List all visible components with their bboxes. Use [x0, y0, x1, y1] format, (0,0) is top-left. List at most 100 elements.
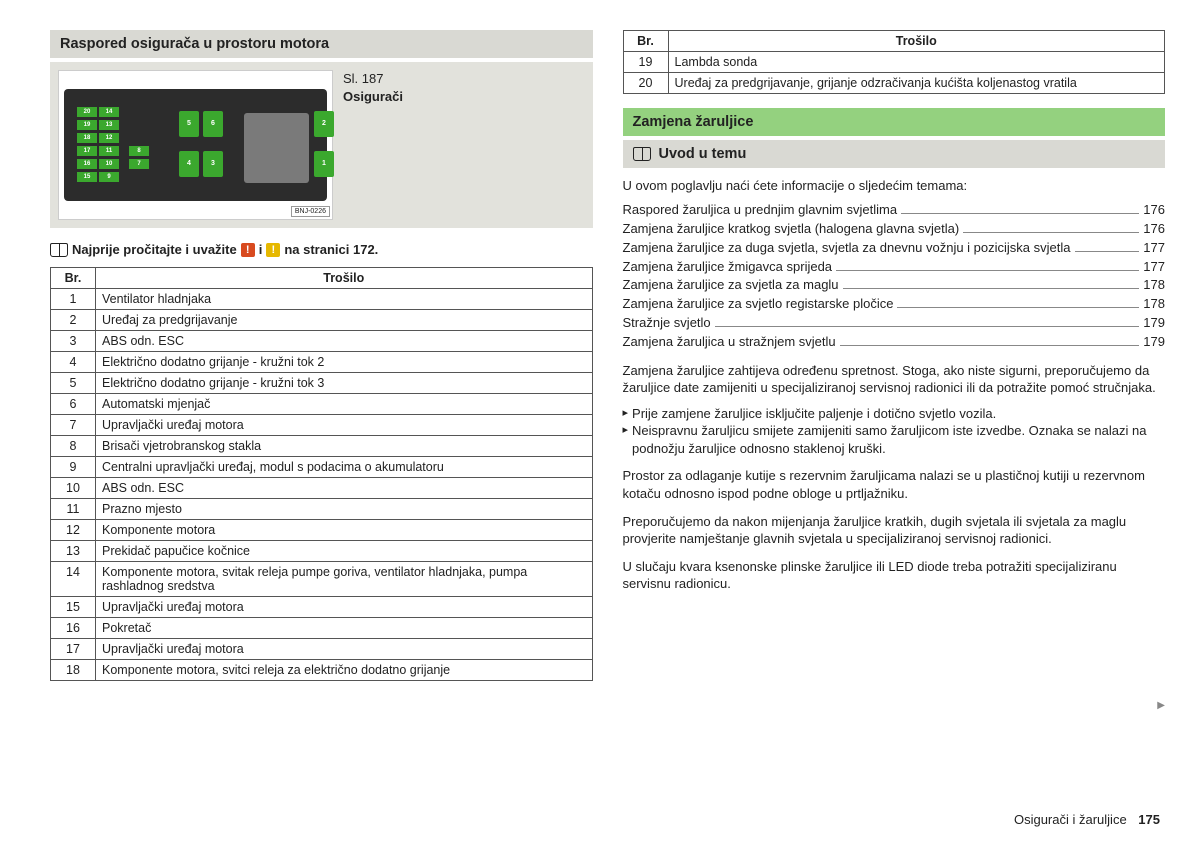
warning-icon-yellow: !	[266, 243, 280, 257]
table-row: 12Komponente motora	[51, 520, 593, 541]
fuse-table-left: Br. Trošilo 1Ventilator hladnjaka2Uređaj…	[50, 267, 593, 681]
table-row: 3ABS odn. ESC	[51, 331, 593, 352]
fuse-10: 10	[99, 159, 119, 169]
toc-line: Zamjena žaruljica u stražnjem svjetlu179	[623, 333, 1166, 352]
right-column: Br. Trošilo 19Lambda sonda20Uređaj za pr…	[623, 30, 1166, 825]
toc-leader	[843, 288, 1140, 289]
cell-text: Komponente motora, svitci releja za elek…	[96, 660, 593, 681]
cell-text: Lambda sonda	[668, 52, 1165, 73]
cell-num: 20	[623, 73, 668, 94]
toc-label: Raspored žaruljica u prednjim glavnim sv…	[623, 201, 898, 220]
toc-leader	[1075, 251, 1140, 252]
toc-label: Zamjena žaruljice žmigavca sprijeda	[623, 258, 833, 277]
cell-text: Električno dodatno grijanje - kružni tok…	[96, 352, 593, 373]
cell-text: Prazno mjesto	[96, 499, 593, 520]
cell-num: 13	[51, 541, 96, 562]
toc-page: 177	[1143, 239, 1165, 258]
figure-title: Osigurači	[343, 89, 403, 104]
cell-num: 5	[51, 373, 96, 394]
fuse-diagram: 20 14 19 13 18 12 17 11 16 10 15 9 8 7 5…	[58, 70, 333, 220]
cell-num: 3	[51, 331, 96, 352]
toc-line: Zamjena žaruljice kratkog svjetla (halog…	[623, 220, 1166, 239]
table-row: 20Uređaj za predgrijavanje, grijanje odz…	[623, 73, 1165, 94]
figure-number: Sl. 187	[343, 71, 383, 86]
toc-line: Zamjena žaruljice za svjetlo registarske…	[623, 295, 1166, 314]
section-heading-fuses: Raspored osigurača u prostoru motora	[50, 30, 593, 58]
fuse-15: 15	[77, 172, 97, 182]
fuse-11: 11	[99, 146, 119, 156]
cell-text: Ventilator hladnjaka	[96, 289, 593, 310]
cell-num: 1	[51, 289, 96, 310]
book-icon	[633, 147, 651, 161]
warning-icon-red: !	[241, 243, 255, 257]
footer-section: Osigurači i žaruljice	[1014, 812, 1127, 827]
table-row: 9Centralni upravljački uređaj, modul s p…	[51, 457, 593, 478]
toc-line: Zamjena žaruljice za svjetla za maglu178	[623, 276, 1166, 295]
cell-num: 12	[51, 520, 96, 541]
list-item: Prije zamjene žaruljice isključite palje…	[623, 405, 1166, 423]
paragraph-4: U slučaju kvara ksenonske plinske žarulj…	[623, 558, 1166, 593]
table-row: 19Lambda sonda	[623, 52, 1165, 73]
toc-page: 177	[1143, 258, 1165, 277]
cell-text: Komponente motora	[96, 520, 593, 541]
subsection-heading: Uvod u temu	[623, 140, 1166, 168]
figure-caption: Sl. 187 Osigurači	[343, 70, 403, 106]
fuse-16: 16	[77, 159, 97, 169]
fuse-17: 17	[77, 146, 97, 156]
fuse-3: 3	[203, 151, 223, 177]
cell-num: 9	[51, 457, 96, 478]
toc-label: Zamjena žaruljica u stražnjem svjetlu	[623, 333, 836, 352]
cell-text: Uređaj za predgrijavanje, grijanje odzra…	[668, 73, 1165, 94]
fuse-table-right: Br. Trošilo 19Lambda sonda20Uređaj za pr…	[623, 30, 1166, 94]
toc-leader	[901, 213, 1139, 214]
page-number: 175	[1138, 812, 1160, 827]
table-row: 16Pokretač	[51, 618, 593, 639]
toc-label: Zamjena žaruljice kratkog svjetla (halog…	[623, 220, 960, 239]
fuse-8: 8	[129, 146, 149, 156]
toc-page: 178	[1143, 276, 1165, 295]
list-item: Neispravnu žaruljicu smijete zamijeniti …	[623, 422, 1166, 457]
read-first-b: i	[259, 242, 263, 257]
toc-line: Raspored žaruljica u prednjim glavnim sv…	[623, 201, 1166, 220]
cell-text: Pokretač	[96, 618, 593, 639]
table-row: 10ABS odn. ESC	[51, 478, 593, 499]
cell-num: 8	[51, 436, 96, 457]
table-of-contents: Raspored žaruljica u prednjim glavnim sv…	[623, 201, 1166, 352]
cell-text: ABS odn. ESC	[96, 478, 593, 499]
fuse-18: 18	[77, 133, 97, 143]
toc-page: 176	[1143, 220, 1165, 239]
cell-text: Prekidač papučice kočnice	[96, 541, 593, 562]
fuse-1: 1	[314, 151, 334, 177]
cell-text: Uređaj za predgrijavanje	[96, 310, 593, 331]
fuse-14: 14	[99, 107, 119, 117]
paragraph-3: Preporučujemo da nakon mijenjanja žarulj…	[623, 513, 1166, 548]
cell-num: 16	[51, 618, 96, 639]
fuse-6: 6	[203, 111, 223, 137]
toc-leader	[897, 307, 1139, 308]
cell-num: 19	[623, 52, 668, 73]
table-row: 11Prazno mjesto	[51, 499, 593, 520]
cell-num: 2	[51, 310, 96, 331]
fuse-4: 4	[179, 151, 199, 177]
table-row: 18Komponente motora, svitci releja za el…	[51, 660, 593, 681]
cell-num: 17	[51, 639, 96, 660]
paragraph-1: Zamjena žaruljice zahtijeva određenu spr…	[623, 362, 1166, 397]
cell-num: 11	[51, 499, 96, 520]
cell-text: Električno dodatno grijanje - kružni tok…	[96, 373, 593, 394]
table-row: 17Upravljački uređaj motora	[51, 639, 593, 660]
table-row: 1Ventilator hladnjaka	[51, 289, 593, 310]
fuse-12: 12	[99, 133, 119, 143]
fuse-7: 7	[129, 159, 149, 169]
toc-label: Zamjena žaruljice za duga svjetla, svjet…	[623, 239, 1071, 258]
cell-num: 4	[51, 352, 96, 373]
figure-box: 20 14 19 13 18 12 17 11 16 10 15 9 8 7 5…	[50, 62, 593, 228]
toc-label: Zamjena žaruljice za svjetlo registarske…	[623, 295, 894, 314]
cell-text: Centralni upravljački uređaj, modul s po…	[96, 457, 593, 478]
toc-leader	[836, 270, 1139, 271]
cell-text: Upravljački uređaj motora	[96, 597, 593, 618]
toc-label: Stražnje svjetlo	[623, 314, 711, 333]
table-row: 14Komponente motora, svitak releja pumpe…	[51, 562, 593, 597]
toc-page: 179	[1143, 314, 1165, 333]
read-first-c: na stranici 172.	[284, 242, 378, 257]
fuse-20: 20	[77, 107, 97, 117]
